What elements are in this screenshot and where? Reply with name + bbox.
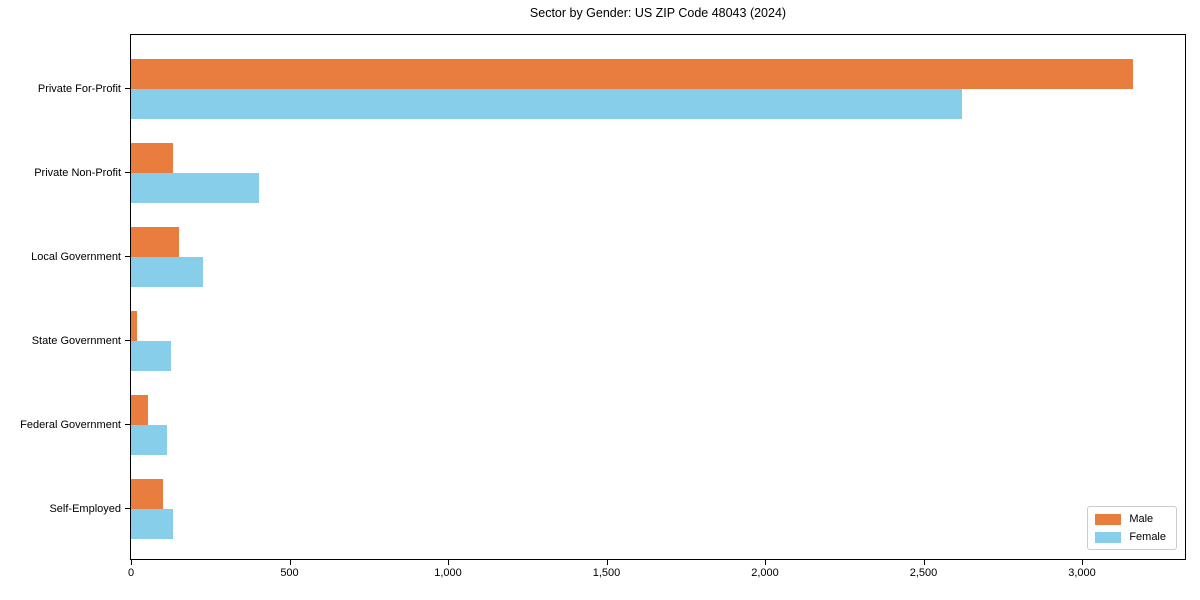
y-tick-label-private-non-profit: Private Non-Profit bbox=[34, 167, 121, 179]
x-tick-label-500: 500 bbox=[280, 567, 299, 579]
y-tick-label-self-employed: Self-Employed bbox=[49, 503, 121, 515]
legend-swatch-female bbox=[1095, 531, 1122, 543]
x-tick-0 bbox=[131, 559, 133, 565]
y-tick-label-federal-government: Federal Government bbox=[20, 419, 121, 431]
legend-label-female: Female bbox=[1129, 531, 1166, 543]
x-tick-label-1000: 1,000 bbox=[434, 567, 462, 579]
legend-entry-female: Female bbox=[1095, 531, 1166, 543]
x-tick-label-2500: 2,500 bbox=[909, 567, 938, 579]
bar-female-local-government bbox=[131, 257, 203, 287]
y-tick-label-local-government: Local Government bbox=[31, 251, 121, 263]
y-tick-state-government bbox=[125, 340, 131, 342]
bar-female-federal-government bbox=[131, 425, 167, 455]
legend-swatch-male bbox=[1095, 513, 1122, 525]
bar-female-self-employed bbox=[131, 509, 173, 539]
y-tick-private-for-profit bbox=[125, 88, 131, 90]
y-tick-self-employed bbox=[125, 508, 131, 510]
bar-male-federal-government bbox=[131, 395, 149, 425]
bar-male-local-government bbox=[131, 227, 179, 257]
plot-area: Male Female Private For-Profit Private Non… bbox=[20, 34, 1186, 579]
x-tick-3000 bbox=[1082, 559, 1084, 565]
x-tick-label-0: 0 bbox=[127, 567, 135, 579]
bar-male-private-for-profit bbox=[131, 59, 1133, 89]
x-tick-2000 bbox=[765, 559, 767, 565]
x-tick-label-1500: 1,500 bbox=[592, 567, 621, 579]
x-tick-500 bbox=[289, 559, 291, 565]
y-tick-label-state-government: State Government bbox=[31, 335, 121, 347]
x-tick-1000 bbox=[448, 559, 450, 565]
bar-male-self-employed bbox=[131, 479, 163, 509]
y-tick-private-non-profit bbox=[125, 172, 131, 174]
legend-entry-male: Male bbox=[1095, 513, 1166, 525]
chart-title: Sector by Gender: US ZIP Code 48043 (202… bbox=[529, 6, 787, 20]
legend: Male Female bbox=[1087, 506, 1177, 550]
y-tick-federal-government bbox=[125, 424, 131, 426]
bar-male-state-government bbox=[131, 311, 137, 341]
y-tick-label-private-for-profit: Private For-Profit bbox=[37, 83, 121, 95]
x-tick-1500 bbox=[606, 559, 608, 565]
x-tick-label-2000: 2,000 bbox=[751, 567, 779, 579]
bar-male-private-non-profit bbox=[131, 143, 173, 173]
bar-female-private-for-profit bbox=[131, 89, 962, 119]
bar-female-state-government bbox=[131, 341, 171, 371]
x-tick-label-3000: 3,000 bbox=[1068, 567, 1096, 579]
x-tick-2500 bbox=[923, 559, 925, 565]
bar-female-private-non-profit bbox=[131, 173, 259, 203]
legend-label-male: Male bbox=[1129, 513, 1154, 525]
y-tick-local-government bbox=[125, 256, 131, 258]
